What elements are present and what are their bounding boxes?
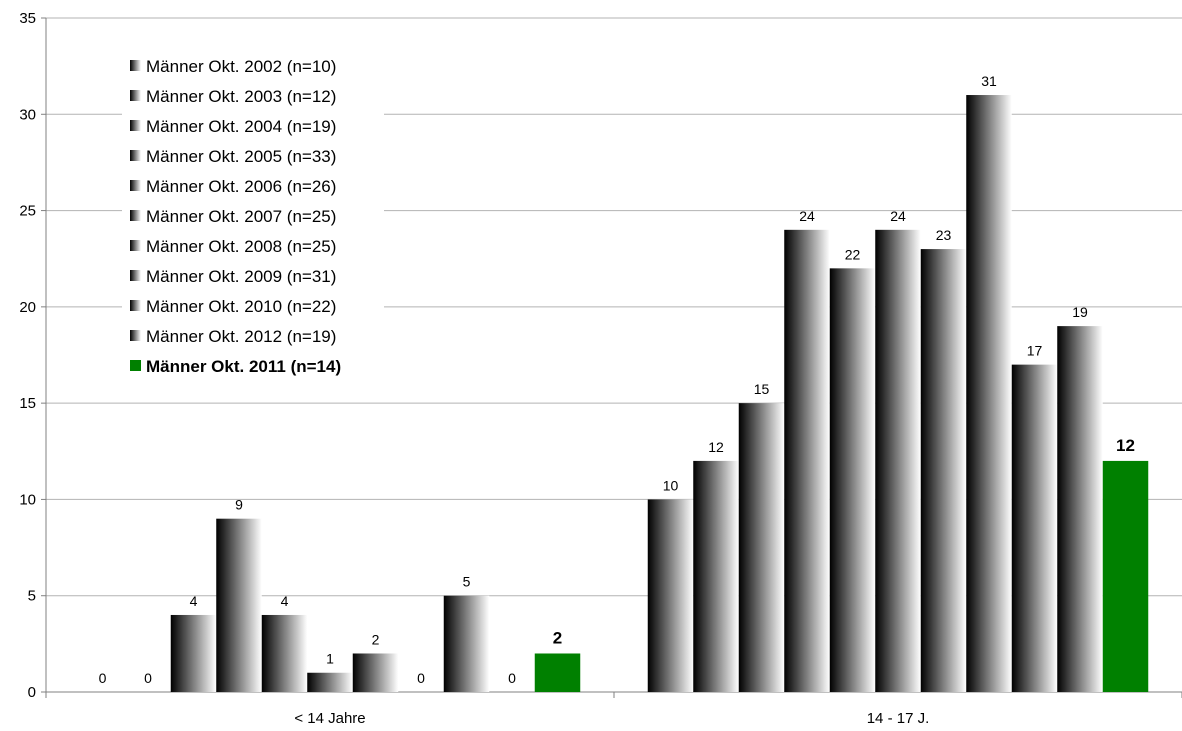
legend-swatch — [130, 90, 141, 101]
bar — [261, 614, 308, 692]
bar — [829, 268, 876, 692]
y-tick-label: 0 — [28, 684, 36, 701]
legend-swatch — [130, 240, 141, 251]
data-label: 0 — [99, 670, 107, 686]
bar — [875, 229, 921, 693]
legend-label: Männer Okt. 2002 (n=10) — [146, 57, 336, 76]
y-tick-label: 30 — [19, 106, 36, 123]
y-tick-label: 20 — [19, 299, 36, 316]
data-label: 2 — [553, 628, 562, 647]
legend-swatch — [130, 270, 141, 281]
legend-swatch — [130, 150, 141, 161]
data-label: 23 — [936, 227, 952, 243]
bar — [647, 499, 694, 692]
data-label: 4 — [190, 593, 198, 609]
data-label: 2 — [372, 631, 380, 647]
bar — [966, 95, 1012, 693]
bar — [307, 672, 353, 692]
data-label: 0 — [508, 670, 516, 686]
bar — [443, 595, 490, 692]
legend-swatch — [130, 180, 141, 191]
legend-swatch — [130, 210, 141, 221]
legend-label: Männer Okt. 2009 (n=31) — [146, 267, 336, 286]
x-tick-label: 14 - 17 J. — [867, 710, 930, 727]
bar — [920, 249, 967, 693]
data-label: 10 — [663, 477, 679, 493]
data-label: 15 — [754, 381, 770, 397]
bar — [784, 229, 830, 693]
bar — [693, 460, 739, 692]
bar — [216, 518, 262, 692]
legend-label: Männer Okt. 2010 (n=22) — [146, 297, 336, 316]
bar — [352, 653, 399, 692]
legend-label: Männer Okt. 2008 (n=25) — [146, 237, 336, 256]
x-tick-label: < 14 Jahre — [294, 710, 365, 727]
data-label: 5 — [463, 574, 471, 590]
legend: Männer Okt. 2002 (n=10) Männer Okt. 2003 … — [122, 48, 384, 384]
bar — [170, 614, 217, 692]
legend-swatch — [130, 60, 141, 71]
legend-label: Männer Okt. 2007 (n=25) — [146, 207, 336, 226]
legend-swatch — [130, 360, 141, 371]
legend-label: Männer Okt. 2011 (n=14) — [146, 357, 341, 376]
data-label: 24 — [799, 208, 815, 224]
legend-label: Männer Okt. 2005 (n=33) — [146, 147, 336, 166]
data-label: 0 — [417, 670, 425, 686]
data-label: 12 — [1116, 436, 1135, 455]
data-label: 24 — [890, 208, 906, 224]
legend-swatch — [130, 330, 141, 341]
bar — [1102, 460, 1149, 692]
legend-background — [122, 48, 384, 384]
data-label: 19 — [1072, 304, 1088, 320]
data-label: 4 — [281, 593, 289, 609]
data-label: 22 — [845, 246, 861, 262]
y-tick-label: 25 — [19, 203, 36, 220]
bar — [1057, 326, 1103, 692]
data-label: 0 — [144, 670, 152, 686]
bar — [738, 403, 785, 692]
data-label: 31 — [981, 73, 997, 89]
y-tick-label: 15 — [19, 395, 36, 412]
legend-label: Männer Okt. 2004 (n=19) — [146, 117, 336, 136]
legend-label: Männer Okt. 2006 (n=26) — [146, 177, 336, 196]
data-label: 17 — [1027, 343, 1043, 359]
y-tick-label: 10 — [19, 491, 36, 508]
y-tick-label: 5 — [28, 588, 36, 605]
y-tick-label: 35 — [19, 10, 36, 27]
legend-label: Männer Okt. 2012 (n=19) — [146, 327, 336, 346]
legend-swatch — [130, 120, 141, 131]
bar — [534, 653, 581, 692]
legend-label: Männer Okt. 2003 (n=12) — [146, 87, 336, 106]
data-label: 12 — [708, 439, 724, 455]
data-label: 9 — [235, 497, 243, 513]
bars — [170, 95, 1149, 693]
legend-swatch — [130, 300, 141, 311]
data-label: 1 — [326, 651, 334, 667]
bar — [1011, 364, 1058, 692]
